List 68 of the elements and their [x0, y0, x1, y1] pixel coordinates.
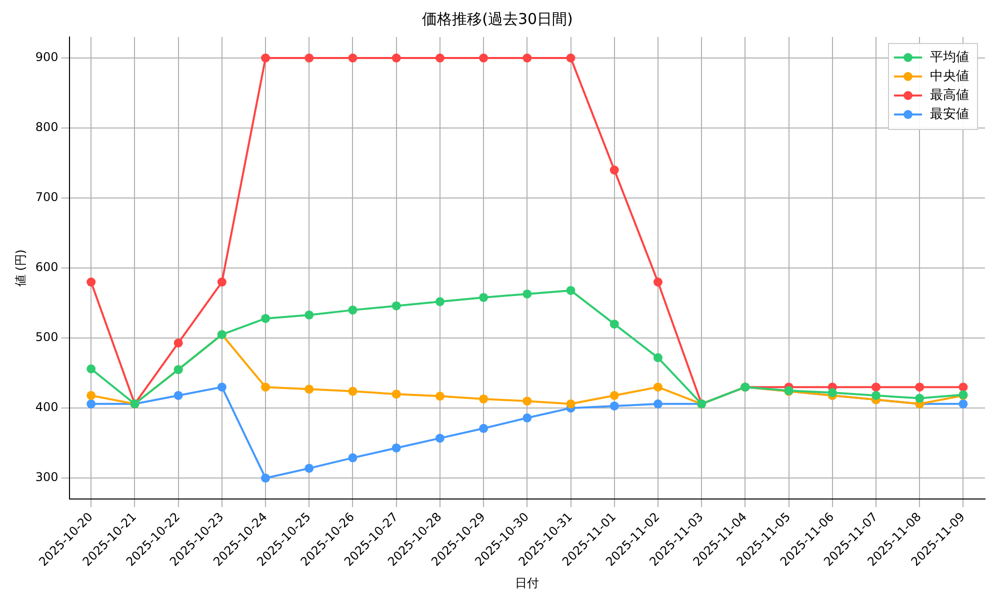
point — [86, 278, 96, 287]
x-axis-title: 日付 — [515, 576, 540, 590]
point — [348, 453, 358, 462]
point — [958, 382, 968, 392]
point — [261, 474, 270, 483]
point — [86, 399, 96, 408]
y-tick-label: 800 — [35, 120, 58, 134]
point — [871, 382, 880, 392]
point — [479, 292, 488, 302]
point — [392, 390, 401, 399]
point — [435, 392, 444, 401]
point — [261, 314, 270, 323]
point — [653, 278, 662, 287]
y-axis-title: 値 (円) — [13, 249, 28, 287]
chart-title: 価格推移(過去30日間) — [422, 10, 573, 28]
point — [392, 443, 401, 452]
point — [522, 396, 532, 406]
legend-label: 最高値 — [930, 86, 969, 103]
point — [479, 394, 488, 404]
point — [174, 338, 183, 348]
legend-label: 最安値 — [930, 106, 969, 122]
y-tick-label: 300 — [35, 470, 58, 484]
point — [261, 382, 270, 392]
point — [958, 399, 968, 408]
point — [610, 166, 619, 175]
point — [261, 54, 270, 63]
point — [304, 54, 314, 63]
point — [522, 54, 532, 63]
point — [566, 399, 576, 408]
point — [86, 390, 96, 400]
y-tick-label: 900 — [35, 50, 58, 64]
point — [522, 413, 532, 422]
point — [435, 54, 444, 63]
point — [304, 464, 314, 473]
legend-label: 平均値 — [930, 50, 969, 65]
point — [304, 384, 314, 394]
point — [610, 401, 619, 410]
point — [392, 54, 401, 63]
y-tick-label: 700 — [35, 190, 58, 204]
point — [915, 382, 924, 392]
point — [479, 54, 488, 63]
point — [174, 390, 183, 400]
point — [653, 382, 662, 392]
legend-label: 中央値 — [930, 68, 969, 84]
point — [348, 306, 358, 315]
y-tick-label: 500 — [35, 330, 58, 344]
point — [828, 388, 837, 398]
point — [871, 390, 880, 400]
point — [217, 278, 226, 287]
point — [610, 390, 619, 400]
point — [86, 364, 96, 374]
point — [435, 434, 444, 443]
y-tick-label: 600 — [35, 260, 58, 274]
point — [435, 297, 444, 306]
point — [217, 382, 226, 392]
point — [610, 320, 619, 329]
point — [348, 386, 358, 396]
point — [915, 394, 924, 403]
point — [522, 289, 532, 298]
point — [304, 310, 314, 320]
point — [348, 54, 358, 63]
point — [392, 301, 401, 310]
y-tick-label: 400 — [35, 400, 58, 414]
point — [653, 399, 662, 408]
point — [566, 54, 576, 63]
point — [566, 286, 576, 295]
point — [479, 424, 488, 433]
point — [653, 353, 662, 362]
